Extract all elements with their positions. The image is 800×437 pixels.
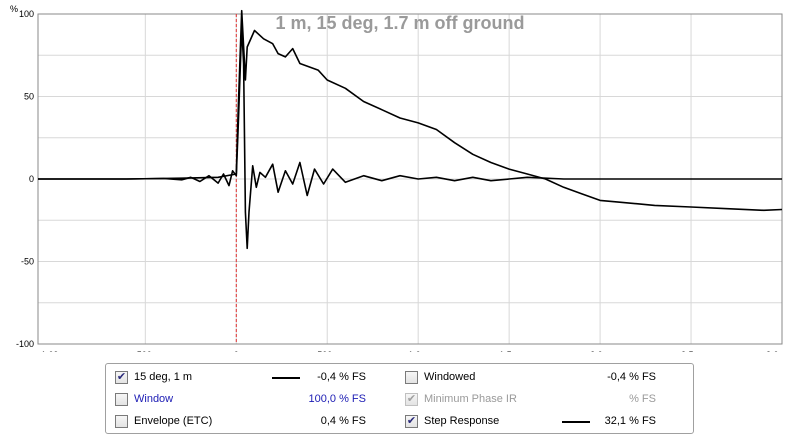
x-tick-label: 1,0m [408,350,428,352]
envelope-label: Envelope (ETC) [134,415,213,427]
envelope-value: 0,4 % FS [320,415,366,427]
step-response-value: 32,1 % FS [604,415,656,427]
window-checkbox[interactable] [115,393,128,406]
windowed-value: -0,4 % FS [607,371,656,383]
step-response-label: Step Response [424,415,500,427]
envelope-checkbox[interactable] [115,415,128,428]
step-response-swatch [562,421,590,423]
x-tick-label: 2,0m [590,350,610,352]
x-tick-label: 3,0m [766,350,786,352]
y-tick-label: 50 [24,92,34,102]
series-checkbox-15deg[interactable]: ✔ [115,371,128,384]
plot-title: 1 m, 15 deg, 1.7 m off ground [275,13,524,33]
x-tick-label: 1,5m [499,350,519,352]
series-label-15deg: 15 deg, 1 m [134,371,193,383]
plot-traces [38,9,783,250]
series-line-1 [38,9,783,212]
y-tick-label: -50 [21,257,34,267]
minimum-phase-ir-label: Minimum Phase IR [424,393,517,405]
minimum-phase-ir-checkbox: ✔ [405,393,418,406]
y-tick-label: -100 [16,339,34,349]
windowed-label: Windowed [424,371,476,383]
step-response-checkbox[interactable]: ✔ [405,415,418,428]
series-value-15deg: -0,4 % FS [317,371,366,383]
x-tick-label: -1,09m [38,350,66,352]
y-unit-label: % [10,4,18,14]
window-label: Window [134,393,174,405]
y-axis-ticks: 100 50 0 -50 -100 [16,9,34,349]
legend-panel: ✔ 15 deg, 1 m -0,4 % FS Window 100,0 % F… [105,363,694,434]
minimum-phase-ir-value: % FS [629,393,656,405]
x-tick-label: -500u [134,350,157,352]
windowed-checkbox[interactable] [405,371,418,384]
x-tick-label: 500u [317,350,337,352]
impulse-response-plot[interactable]: 1 m, 15 deg, 1.7 m off ground % s 100500… [0,0,800,352]
x-axis-ticks: -1,09m -500u 0 500u 1,0m 1,5m 2,0m 2,5m 3,0m [38,350,786,352]
window-value: 100,0 % FS [308,393,366,405]
x-tick-label: 2,5m [681,350,701,352]
x-tick-label: 0 [234,350,239,352]
y-tick-label: 0 [29,174,34,184]
x-unit-label: s [788,350,793,352]
series-swatch-15deg [272,377,300,379]
y-tick-label: 100 [19,9,34,19]
series-line-0 [38,26,782,250]
